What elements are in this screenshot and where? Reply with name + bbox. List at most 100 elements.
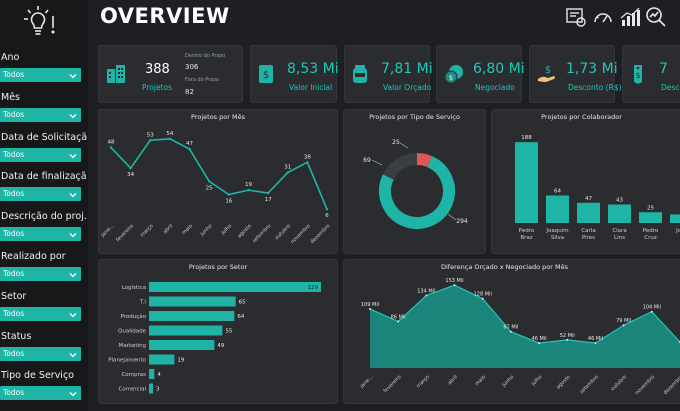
x-tick-label: Joaquim: [545, 228, 568, 234]
svg-text:$: $: [635, 71, 640, 80]
data-point: [369, 308, 371, 311]
data-label: 49: [217, 343, 224, 349]
data-label: 65: [239, 300, 246, 306]
kpi-card: $8,53 Mi Valor Inicial: [250, 45, 339, 103]
filter-label: Descrição do proj...: [1, 211, 87, 223]
page-title: OVERVIEW: [100, 4, 230, 28]
x-tick-label: março: [415, 374, 430, 389]
filter-dropdown[interactable]: Todos: [0, 187, 81, 202]
chevron-down-icon: [69, 230, 77, 238]
filter-dropdown[interactable]: Todos: [0, 107, 81, 122]
data-point: [538, 342, 541, 345]
data-point: [188, 147, 191, 151]
x-tick-label: dezembro: [309, 223, 331, 245]
chart-title: Diferença Orçado x Negociado por Mês: [441, 263, 568, 271]
bar-chart-icon[interactable]: [619, 6, 641, 28]
data-label: 47: [585, 196, 592, 202]
data-point: [622, 324, 625, 327]
data-label: 4: [157, 372, 161, 378]
filter-label: Setor: [1, 290, 27, 302]
slice-value-label: 294: [456, 218, 468, 225]
search-analytics-icon[interactable]: [645, 6, 667, 28]
filter-value: Todos: [3, 229, 25, 239]
chart-title: Projetos por Colaborador: [541, 113, 622, 121]
data-point: [397, 320, 400, 323]
data-point: [266, 191, 270, 195]
donut-chart-svg: 294 69 25: [363, 139, 468, 229]
filter-label: Data de finalizaçã...: [1, 171, 87, 183]
x-tick-label: Pedro: [519, 228, 535, 234]
fora-prazo-label: Fora do Prazo: [185, 77, 220, 83]
x-tick-label: outubro: [274, 223, 292, 241]
coins-icon: $: [443, 63, 465, 89]
bar: [670, 214, 680, 223]
data-label: 104 Mil: [643, 305, 661, 311]
data-label: 55: [225, 329, 232, 335]
x-tick-label: novembro: [634, 374, 656, 396]
filter-dropdown[interactable]: Todos: [0, 306, 81, 321]
svg-text:$: $: [449, 74, 453, 82]
filter-value: Todos: [3, 109, 25, 119]
chevron-down-icon: [69, 389, 77, 397]
chart-projetos-por-setor: Projetos por Setor Logística 129 T.I 65 Prod…: [98, 259, 338, 404]
money-jar-icon: [351, 63, 369, 89]
kpi-card: $1,73 Mi Desconto (R$): [529, 45, 622, 103]
report-settings-icon[interactable]: [565, 6, 587, 28]
price-tag-icon: $: [629, 63, 647, 89]
data-label: 53: [147, 132, 154, 138]
setor-chart-svg: Logística 129 T.I 65 Produção 64 Qualidade 55 Ma…: [108, 282, 321, 394]
filter-value: Todos: [3, 269, 25, 278]
x-tick-label: junho: [500, 374, 515, 389]
x-tick-label: Carla: [581, 228, 595, 234]
kpi-value: 6,80 Mi: [473, 61, 525, 77]
kpi-projetos-label: Projetos: [142, 83, 173, 92]
bar: [149, 383, 153, 394]
data-label: 46 Mil: [532, 336, 547, 342]
filter-dropdown[interactable]: Todos: [0, 267, 81, 281]
slice-value-label: 25: [392, 139, 400, 146]
x-tick-label: setembro: [251, 223, 272, 244]
filter-value: Todos: [3, 348, 25, 358]
data-label: 128 Mil: [474, 292, 492, 298]
filter-dropdown[interactable]: Todos: [0, 346, 81, 361]
data-point: [109, 146, 113, 149]
bar: [149, 325, 223, 336]
chart-title: Projetos por Setor: [188, 263, 248, 271]
filter-sidebar: Ano Todos Mês Todos Data de Solicitação Todos…: [0, 0, 88, 411]
chevron-down-icon: [69, 71, 77, 79]
chart-title: Projetos por Tipo de Serviço: [369, 113, 460, 121]
filter-label: Status: [1, 330, 32, 342]
data-label: 48: [108, 140, 115, 146]
filter-dropdown[interactable]: Todos: [0, 227, 81, 242]
filter-value: Todos: [3, 70, 25, 79]
y-tick-label: Produção: [121, 314, 147, 320]
data-point: [481, 297, 484, 300]
filter-dropdown[interactable]: Todos: [0, 68, 81, 82]
data-point: [650, 310, 653, 313]
y-tick-label: Compras: [121, 372, 146, 378]
kpi-value: 1,73 Mi: [566, 61, 618, 77]
speedometer-icon[interactable]: [592, 6, 614, 28]
x-tick-label: setembro: [579, 374, 600, 395]
data-point: [227, 193, 231, 196]
series-line: [369, 284, 680, 344]
x-tick-label: jane...: [100, 223, 116, 239]
data-label: 31: [284, 165, 291, 171]
filter-dropdown[interactable]: Todos: [0, 147, 81, 162]
x-tick-label: agosto: [237, 223, 253, 239]
bar: [149, 340, 215, 350]
data-label: 19: [245, 182, 252, 188]
chevron-down-icon: [69, 310, 77, 318]
chevron-down-icon: [69, 270, 77, 278]
filter-dropdown[interactable]: Todos: [0, 386, 81, 401]
leader-line: [447, 213, 457, 221]
kpi-value: 8,53 Mi: [287, 61, 339, 77]
donut-slice: [379, 153, 455, 229]
chart-projetos-por-colaborador: Projetos por Colaborador 188 Pedro Braz 64 J…: [491, 109, 680, 254]
chevron-down-icon: [69, 350, 77, 358]
data-point: [247, 188, 250, 192]
data-point: [566, 338, 569, 341]
filter-value: Todos: [3, 149, 25, 159]
donut-slice: [379, 153, 455, 229]
data-point: [509, 330, 512, 333]
